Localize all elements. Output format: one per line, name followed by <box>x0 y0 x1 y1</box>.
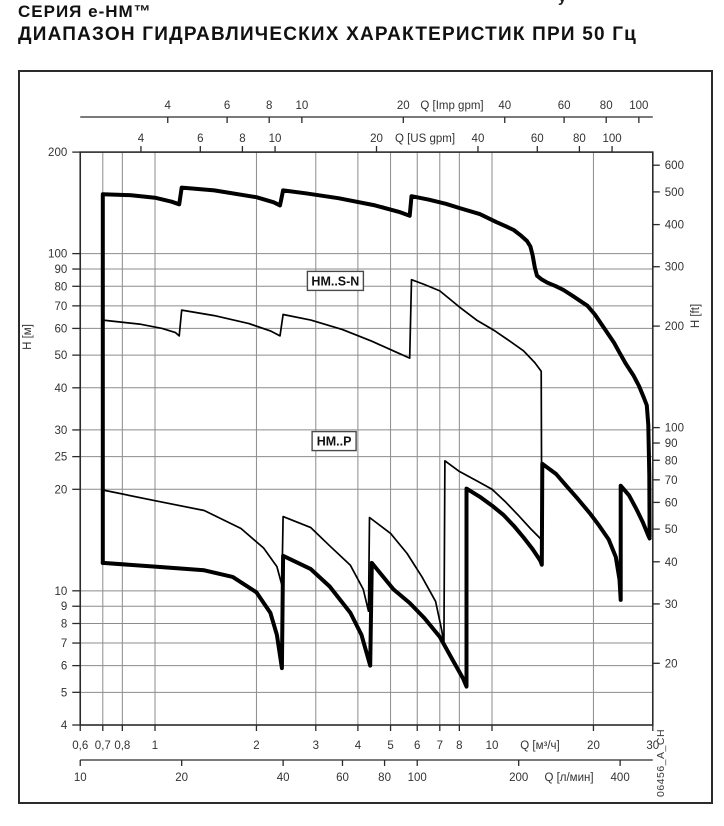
q-m3h-tick-label: 0,7 <box>95 740 111 752</box>
h-m-tick-label: 50 <box>54 350 67 362</box>
plot-frame <box>79 151 654 726</box>
h-m-tick-label: 5 <box>61 687 67 699</box>
q-impgpm-tick-label: 60 <box>558 100 571 112</box>
q-m3h-tick-label: 5 <box>387 740 393 752</box>
q-impgpm-tick-label: 8 <box>266 100 272 112</box>
q-lmin-tick-label: 200 <box>509 772 528 784</box>
q-lmin-tick-label: 400 <box>611 772 630 784</box>
region-label-box <box>306 270 365 292</box>
region-label: HM..P <box>317 435 352 449</box>
q-usgpm-tick-label: 10 <box>269 133 282 145</box>
page-title-series: СЕРИЯ e-HM™ <box>18 2 152 21</box>
q-usgpm-tick-label: 20 <box>370 133 383 145</box>
h-m-tick-label: 9 <box>61 601 67 613</box>
q-m3h-axis-title: Q [м³/ч] <box>520 740 559 752</box>
region-label-box <box>311 430 357 452</box>
h-ft-tick-label: 60 <box>665 497 678 509</box>
q-impgpm-tick-label: 100 <box>629 100 648 112</box>
h-ft-tick-label: 20 <box>665 658 678 670</box>
q-lmin-tick-label: 60 <box>336 772 349 784</box>
h-m-tick-label: 7 <box>61 638 67 650</box>
q-m3h-tick-label: 4 <box>355 740 362 752</box>
q-lmin-tick-label: 20 <box>175 772 188 784</box>
h-m-tick-label: 70 <box>54 301 67 313</box>
h-m-tick-label: 30 <box>54 425 67 437</box>
h-m-tick-label: 20 <box>54 484 67 496</box>
h-ft-tick-label: 30 <box>665 599 678 611</box>
q-usgpm-tick-label: 80 <box>573 133 586 145</box>
q-lmin-tick-label: 100 <box>408 772 427 784</box>
q-usgpm-tick-label: 60 <box>531 133 544 145</box>
hm-sn-upper-envelope-thick-curve <box>100 185 652 565</box>
h-ft-tick-label: 70 <box>665 475 678 487</box>
region-label: HM..S-N <box>311 274 359 288</box>
q-impgpm-tick-label: 4 <box>165 100 172 112</box>
h-m-tick-label: 4 <box>61 720 68 732</box>
h-m-tick-label: 200 <box>48 147 67 159</box>
q-usgpm-tick-label: 40 <box>472 133 485 145</box>
q-m3h-tick-label: 0,8 <box>114 740 130 752</box>
h-m-tick-label: 10 <box>54 586 67 598</box>
q-lmin-axis-title: Q [л/мин] <box>544 772 593 784</box>
h-ft-tick-label: 400 <box>665 220 684 232</box>
h-ft-tick-label: 90 <box>665 438 678 450</box>
hm-p-upper-envelope-thin-curve <box>101 459 543 647</box>
q-impgpm-tick-label: 10 <box>295 100 308 112</box>
h-ft-tick-label: 500 <box>665 187 684 199</box>
h-m-axis-title: H [м] <box>22 324 34 350</box>
h-m-tick-label: 40 <box>54 383 67 395</box>
h-ft-axis-title: H [ft] <box>690 304 702 328</box>
h-ft-tick-label: 40 <box>665 557 678 569</box>
h-ft-tick-label: 100 <box>665 423 684 435</box>
h-m-tick-label: 25 <box>54 452 67 464</box>
h-ft-tick-label: 80 <box>665 455 678 467</box>
q-m3h-tick-label: 0,6 <box>72 740 88 752</box>
q-m3h-tick-label: 1 <box>152 740 158 752</box>
q-impgpm-tick-label: 80 <box>600 100 613 112</box>
h-m-tick-label: 8 <box>61 618 67 630</box>
h-m-tick-label: 90 <box>54 264 67 276</box>
h-m-tick-label: 6 <box>61 661 67 673</box>
q-usgpm-tick-label: 100 <box>602 133 621 145</box>
q-m3h-tick-label: 7 <box>437 740 443 752</box>
q-lmin-tick-label: 10 <box>74 772 87 784</box>
q-m3h-tick-label: 6 <box>414 740 420 752</box>
hm-sn-lower-envelope-thin-curve <box>101 278 543 541</box>
q-impgpm-tick-label: 20 <box>397 100 410 112</box>
q-m3h-tick-label: 20 <box>587 740 600 752</box>
q-impgpm-tick-label: 40 <box>498 100 511 112</box>
q-m3h-tick-label: 8 <box>456 740 462 752</box>
q-lmin-tick-label: 80 <box>378 772 391 784</box>
q-usgpm-tick-label: 8 <box>239 133 245 145</box>
h-m-tick-label: 80 <box>54 281 67 293</box>
q-usgpm-axis-title: Q [US gpm] <box>395 133 455 145</box>
h-ft-tick-label: 50 <box>665 524 678 536</box>
page-title-range: ДИАПАЗОН ГИДРАВЛИЧЕСКИХ ХАРАКТЕРИСТИК ПР… <box>18 24 638 45</box>
q-usgpm-tick-label: 4 <box>138 133 145 145</box>
q-impgpm-tick-label: 6 <box>224 100 230 112</box>
cropped-text-artifact: у <box>558 0 566 6</box>
h-ft-tick-label: 200 <box>665 321 684 333</box>
h-ft-tick-label: 300 <box>665 262 684 274</box>
q-lmin-tick-label: 40 <box>277 772 290 784</box>
h-m-tick-label: 60 <box>54 323 67 335</box>
q-usgpm-tick-label: 6 <box>197 133 203 145</box>
outer-border <box>18 70 713 804</box>
q-m3h-tick-label: 2 <box>253 740 259 752</box>
hm-p-lower-envelope-thick-curve <box>100 461 652 689</box>
q-m3h-tick-label: 30 <box>646 740 659 752</box>
document-code-watermark: 06456_A_CH <box>655 729 667 797</box>
q-m3h-tick-label: 3 <box>313 740 319 752</box>
q-impgpm-axis-title: Q [Imp gpm] <box>420 100 483 112</box>
h-ft-tick-label: 600 <box>665 160 684 172</box>
q-m3h-tick-label: 10 <box>486 740 499 752</box>
h-m-tick-label: 100 <box>48 249 67 261</box>
